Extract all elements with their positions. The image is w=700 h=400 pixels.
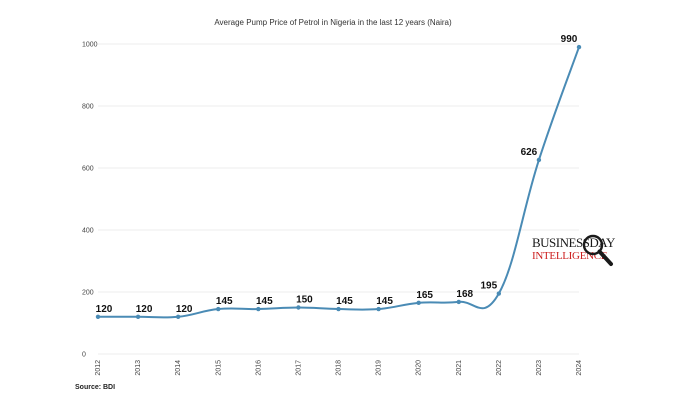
data-point-2022 [496, 291, 502, 296]
y-tick-label-0: 0 [82, 352, 86, 359]
watermark-line2: INTELLIGENCE [532, 250, 608, 262]
data-point-2020 [416, 300, 421, 306]
data-label-2024: 990 [561, 34, 578, 45]
watermark-line1: BUSINESSDAY [532, 235, 616, 250]
data-point-2015 [216, 306, 221, 312]
data-labels: 120 120 120 145 145 150 145 145 165 168 195 626 990 [96, 34, 578, 315]
gridlines [98, 43, 579, 355]
x-tick-label-2012: 2012 [95, 360, 102, 376]
x-tick-label-2023: 2023 [536, 360, 543, 376]
data-label-2020: 165 [416, 290, 433, 301]
data-point-2024 [576, 44, 582, 50]
magnifier-icon [582, 234, 613, 266]
y-tick-label-200: 200 [82, 290, 94, 297]
data-label-2018: 145 [336, 296, 353, 307]
data-label-2013: 120 [136, 304, 153, 315]
x-tick-label-2024: 2024 [576, 360, 583, 376]
data-point-2013 [135, 314, 141, 319]
data-label-2012: 120 [96, 304, 113, 315]
x-tick-label-2015: 2015 [215, 360, 222, 376]
data-point-2017 [296, 305, 301, 310]
y-tick-label-600: 600 [82, 166, 94, 173]
x-tick-label-2021: 2021 [456, 360, 463, 376]
data-label-2023: 626 [521, 147, 538, 158]
x-axis: 2012 2013 2014 2015 2016 2017 2018 2019 2020 2021… [95, 360, 583, 376]
watermark: BUSINESSDAY INTELLIGENCE [532, 234, 616, 266]
data-point-2019 [376, 306, 381, 312]
data-points [95, 44, 582, 319]
y-axis: 0 200 400 600 800 1000 [82, 42, 98, 359]
data-label-2014: 120 [176, 304, 193, 315]
data-label-2019: 145 [376, 296, 393, 307]
source-note: Source: BDI [75, 384, 115, 391]
x-tick-label-2018: 2018 [336, 360, 343, 376]
data-point-2012 [95, 314, 101, 319]
data-label-2016: 145 [256, 296, 273, 307]
data-label-2021: 168 [456, 289, 473, 300]
data-point-2016 [256, 306, 261, 312]
data-point-2014 [175, 314, 181, 319]
x-tick-label-2017: 2017 [295, 360, 302, 376]
series-line [98, 46, 580, 319]
y-tick-label-1000: 1000 [82, 42, 98, 49]
data-point-2021 [456, 299, 461, 305]
x-tick-label-2019: 2019 [376, 360, 383, 376]
data-point-2018 [336, 306, 341, 312]
data-point-2023 [536, 157, 542, 163]
data-label-2015: 145 [216, 296, 233, 307]
x-tick-label-2022: 2022 [496, 360, 503, 376]
x-tick-label-2013: 2013 [135, 360, 142, 376]
y-tick-label-800: 800 [82, 104, 94, 111]
x-tick-label-2014: 2014 [175, 360, 182, 376]
data-label-2017: 150 [296, 295, 313, 306]
x-tick-label-2016: 2016 [255, 360, 262, 376]
y-tick-label-400: 400 [82, 228, 94, 235]
data-label-2022: 195 [480, 281, 497, 292]
x-tick-label-2020: 2020 [416, 360, 423, 376]
chart-title: Average Pump Price of Petrol in Nigeria … [214, 18, 452, 27]
